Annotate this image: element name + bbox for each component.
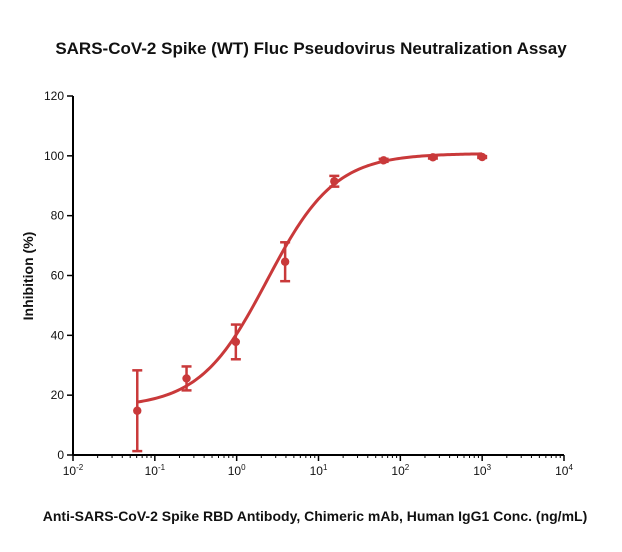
y-tick-label: 40 — [51, 328, 65, 342]
x-tick-label: 10-2 — [63, 463, 84, 478]
x-tick-label: 103 — [473, 463, 491, 478]
y-tick-label: 0 — [57, 448, 64, 462]
x-tick-label: 104 — [555, 463, 573, 478]
x-axis-label: Anti-SARS-CoV-2 Spike RBD Antibody, Chim… — [43, 508, 587, 524]
data-point — [182, 374, 191, 383]
data-point — [133, 406, 142, 415]
y-tick-label: 60 — [51, 269, 65, 283]
data-point — [231, 337, 241, 347]
fit-curve — [137, 152, 483, 404]
y-tick-label: 80 — [51, 209, 65, 223]
x-tick-label: 101 — [310, 463, 328, 478]
x-tick-label: 100 — [228, 463, 246, 478]
y-tick-label: 100 — [44, 149, 64, 163]
y-tick-label: 20 — [51, 388, 65, 402]
data-point — [477, 152, 487, 162]
chart-title: SARS-CoV-2 Spike (WT) Fluc Pseudovirus N… — [55, 39, 567, 58]
x-tick-label: 10-1 — [145, 463, 166, 478]
data-point — [280, 257, 290, 266]
y-axis-label: Inhibition (%) — [20, 232, 36, 321]
data-point — [330, 177, 339, 186]
x-tick-label: 102 — [391, 463, 409, 478]
data-point — [379, 156, 388, 165]
y-tick-label: 120 — [44, 89, 64, 103]
data-point — [428, 153, 438, 162]
plot-area: 0 20 40 60 80 100 120 10-2 10-1 100 101 102 103 104 — [44, 89, 573, 478]
